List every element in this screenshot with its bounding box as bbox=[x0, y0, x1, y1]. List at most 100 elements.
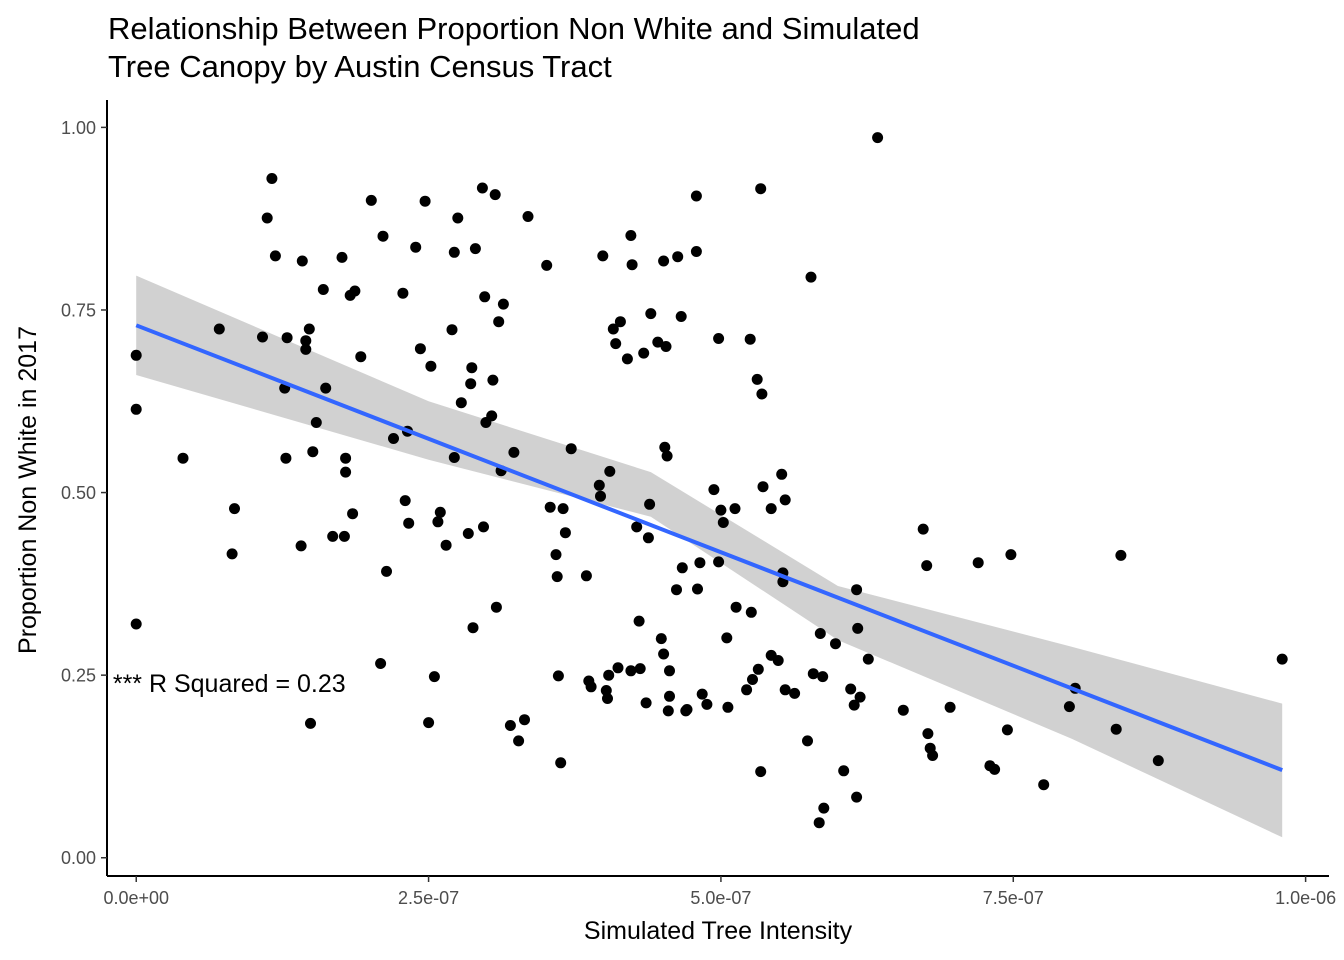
data-point-128 bbox=[690, 190, 702, 202]
data-point-23 bbox=[320, 382, 332, 394]
data-point-102 bbox=[625, 230, 637, 241]
data-point-153 bbox=[765, 503, 777, 515]
data-point-134 bbox=[708, 484, 720, 496]
data-point-160 bbox=[779, 684, 791, 696]
data-point-188 bbox=[989, 763, 1001, 775]
y-tick-label-1: 0.25 bbox=[61, 666, 96, 686]
data-point-91 bbox=[597, 250, 609, 262]
x-tick-label-0: 0.0e+00 bbox=[103, 888, 169, 908]
data-point-93 bbox=[602, 693, 613, 704]
data-point-8 bbox=[261, 212, 273, 224]
data-point-121 bbox=[664, 665, 675, 677]
data-point-124 bbox=[675, 311, 687, 322]
data-point-19 bbox=[305, 717, 316, 729]
data-point-6 bbox=[229, 503, 240, 515]
data-point-100 bbox=[621, 353, 633, 365]
regression-line bbox=[135, 323, 1283, 772]
data-point-167 bbox=[817, 671, 829, 683]
data-point-48 bbox=[432, 516, 444, 528]
x-tick-label-2: 5.0e-07 bbox=[690, 888, 751, 908]
data-point-66 bbox=[487, 374, 499, 386]
data-point-1 bbox=[130, 403, 142, 415]
data-point-36 bbox=[381, 565, 392, 577]
data-point-182 bbox=[922, 728, 934, 740]
data-point-189 bbox=[1001, 724, 1013, 736]
data-point-111 bbox=[645, 308, 657, 320]
data-point-141 bbox=[729, 503, 741, 515]
data-point-55 bbox=[455, 397, 467, 409]
data-point-110 bbox=[644, 498, 656, 510]
data-point-129 bbox=[690, 246, 702, 257]
data-point-159 bbox=[779, 494, 791, 506]
data-point-96 bbox=[607, 323, 619, 335]
y-tick-label-4: 1.00 bbox=[61, 118, 96, 138]
data-point-118 bbox=[661, 450, 673, 462]
data-point-32 bbox=[355, 351, 367, 363]
data-point-50 bbox=[440, 539, 452, 551]
data-point-83 bbox=[557, 503, 569, 515]
data-point-132 bbox=[696, 688, 708, 700]
data-point-81 bbox=[552, 670, 564, 682]
data-point-130 bbox=[692, 583, 703, 595]
data-point-184 bbox=[927, 750, 939, 761]
data-point-113 bbox=[655, 633, 667, 645]
data-point-173 bbox=[851, 584, 863, 596]
data-point-174 bbox=[851, 791, 863, 803]
data-point-85 bbox=[565, 443, 577, 455]
y-axis-title: Proportion Non White in 2017 bbox=[14, 326, 42, 654]
data-point-171 bbox=[845, 683, 857, 695]
data-point-30 bbox=[347, 508, 359, 520]
data-point-62 bbox=[478, 521, 489, 533]
data-point-49 bbox=[434, 506, 446, 518]
data-point-186 bbox=[972, 557, 984, 569]
data-point-119 bbox=[662, 705, 674, 717]
data-point-95 bbox=[604, 465, 616, 477]
data-point-149 bbox=[755, 183, 767, 195]
data-point-28 bbox=[340, 452, 352, 464]
data-point-143 bbox=[741, 684, 753, 696]
data-point-61 bbox=[476, 182, 488, 194]
data-point-196 bbox=[1152, 755, 1164, 767]
data-point-37 bbox=[388, 433, 399, 444]
data-point-190 bbox=[1005, 549, 1017, 561]
data-point-114 bbox=[658, 255, 670, 267]
x-tick-label-4: 1.0e-06 bbox=[1275, 888, 1336, 908]
data-point-94 bbox=[603, 669, 615, 681]
data-point-123 bbox=[672, 251, 684, 263]
data-point-181 bbox=[921, 560, 933, 572]
data-point-33 bbox=[365, 194, 377, 206]
data-point-109 bbox=[642, 532, 654, 544]
data-point-86 bbox=[580, 570, 592, 582]
data-point-59 bbox=[467, 622, 479, 634]
data-point-16 bbox=[300, 335, 312, 347]
data-point-117 bbox=[660, 341, 672, 352]
x-axis-ticks: 0.0e+00 2.5e-07 5.0e-07 7.5e-07 1.0e-06 bbox=[103, 876, 1336, 908]
data-point-34 bbox=[375, 658, 387, 669]
data-point-2 bbox=[130, 618, 142, 630]
data-point-142 bbox=[730, 601, 742, 613]
data-point-69 bbox=[493, 316, 505, 328]
data-point-125 bbox=[676, 562, 688, 574]
data-point-170 bbox=[838, 765, 850, 777]
data-point-116 bbox=[659, 441, 671, 453]
data-point-195 bbox=[1115, 549, 1127, 561]
data-point-197 bbox=[1276, 653, 1288, 665]
data-point-17 bbox=[300, 343, 312, 355]
chart-title-line-1: Relationship Between Proportion Non Whit… bbox=[108, 11, 920, 46]
data-point-175 bbox=[852, 622, 864, 634]
data-point-115 bbox=[658, 648, 670, 660]
r-squared-annotation: *** R Squared = 0.23 bbox=[113, 670, 346, 698]
data-point-54 bbox=[452, 212, 464, 224]
data-point-105 bbox=[633, 615, 645, 627]
data-point-191 bbox=[1038, 779, 1050, 791]
data-point-180 bbox=[917, 523, 929, 535]
data-point-99 bbox=[614, 316, 626, 328]
data-point-73 bbox=[508, 446, 520, 458]
data-point-68 bbox=[490, 601, 502, 613]
data-point-46 bbox=[425, 360, 437, 372]
data-point-194 bbox=[1110, 723, 1122, 735]
data-point-101 bbox=[625, 665, 637, 677]
data-point-13 bbox=[281, 332, 293, 344]
data-point-47 bbox=[428, 671, 440, 683]
